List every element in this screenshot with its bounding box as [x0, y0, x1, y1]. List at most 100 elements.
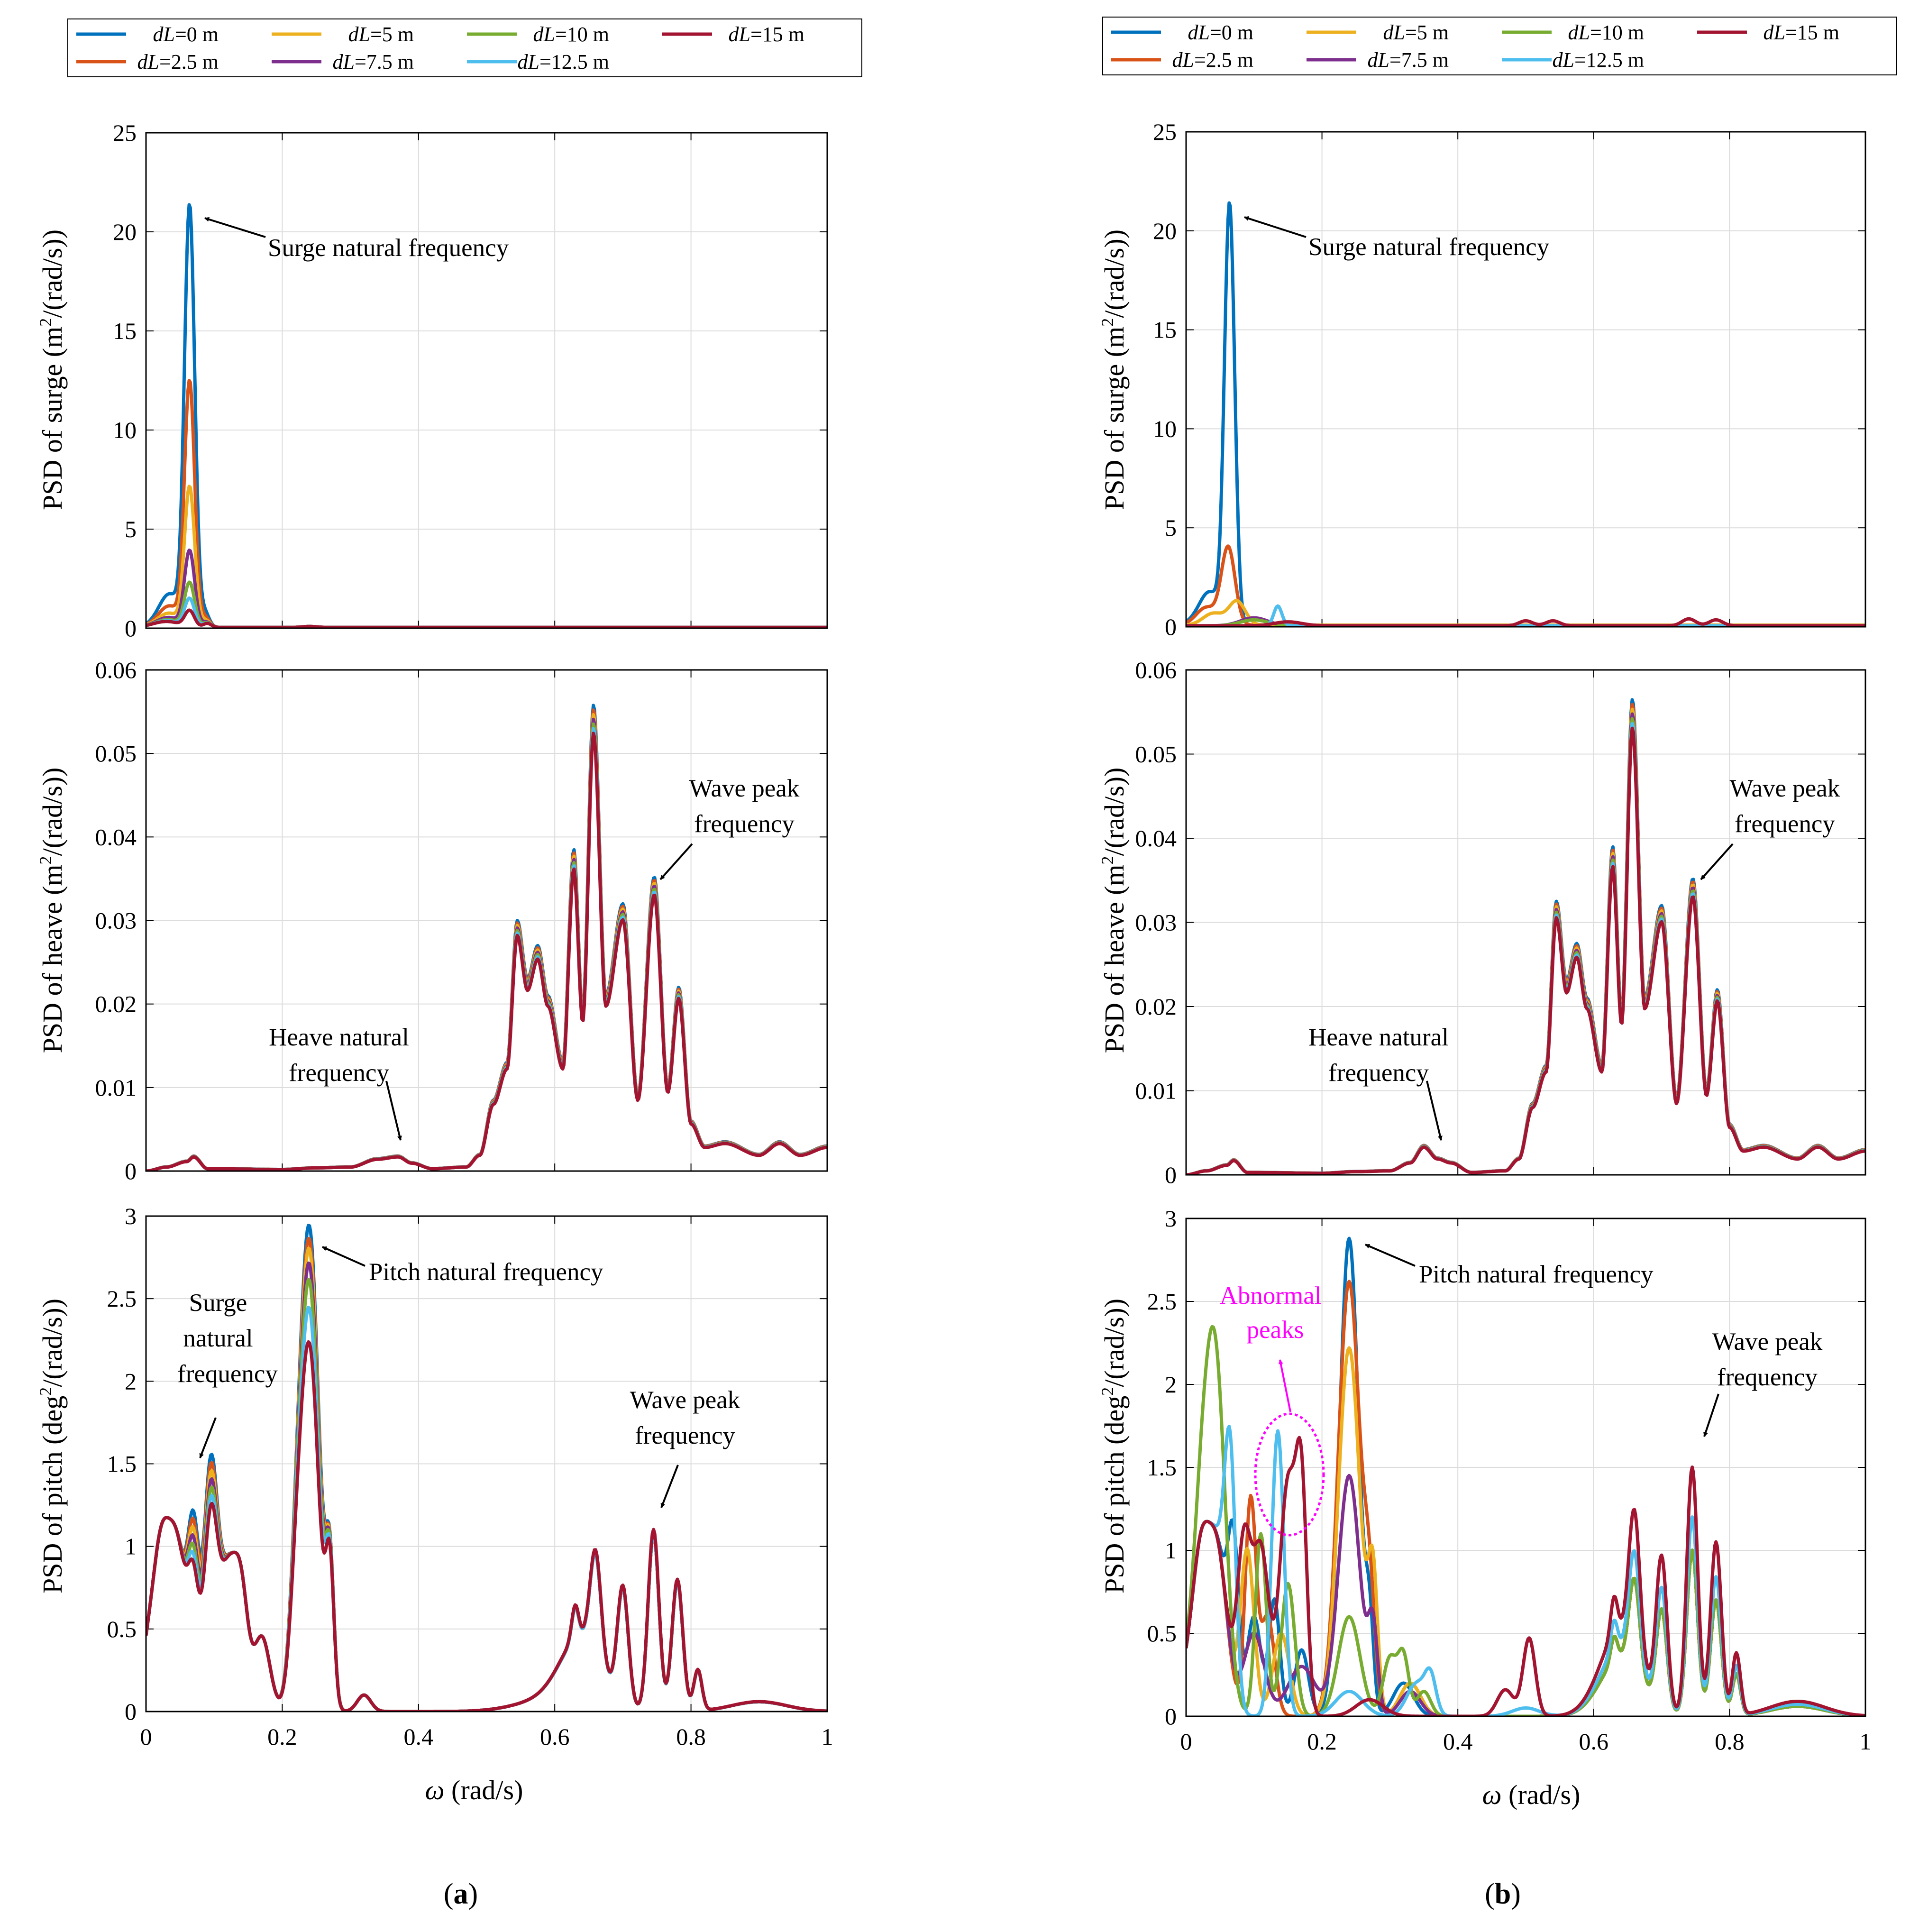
y-tick-label: 0 — [1165, 613, 1177, 640]
y-tick-label: 0.5 — [107, 1616, 137, 1642]
annotation-label: frequency — [177, 1360, 278, 1388]
annotation-label: Heave natural — [269, 1024, 409, 1051]
annotation-label: Surge — [189, 1289, 247, 1317]
annotation-label: Abnormal — [1220, 1282, 1322, 1309]
y-tick-label: 0 — [125, 615, 137, 641]
annotation-label: frequency — [1328, 1059, 1429, 1087]
legend-panel-b: dL=0 m dL=5 m dL=10 m dL=15 m dL=2.5 m dL=7.5… — [1102, 17, 1897, 75]
annotation-arrow — [660, 1465, 679, 1508]
y-tick-label: 0.04 — [1135, 825, 1177, 852]
y-tick-label: 0.05 — [95, 740, 137, 767]
series-line — [146, 608, 827, 628]
annotation-arrow — [659, 843, 693, 880]
y-tick-label: 2 — [125, 1368, 137, 1394]
annotation-label: Wave peak — [630, 1386, 740, 1414]
legend-box — [1102, 17, 1897, 75]
legend-label: dL=5 m — [348, 23, 414, 46]
y-tick-label: 0.02 — [1135, 993, 1177, 1020]
y-tick-label: 20 — [1153, 218, 1177, 244]
ylabel-b-heave: PSD of heave (m2/(rad/s)) — [1098, 768, 1130, 1053]
legend-label: dL=10 m — [533, 23, 609, 46]
series-group — [146, 704, 827, 1171]
y-tick-label: 0.04 — [95, 824, 137, 850]
legend-label: dL=2.5 m — [137, 50, 219, 73]
y-tick-label: 10 — [1153, 415, 1177, 442]
chart-b-pitch: 0 0.2 0.4 0.6 0.8 1 0 0.5 1 1.5 2 2.5 3 — [1147, 1205, 1872, 1755]
series-line — [146, 1340, 827, 1712]
series-group — [146, 1224, 827, 1712]
annotation-arrow — [1426, 1080, 1443, 1141]
annotation-arrow — [199, 1417, 217, 1458]
annotation-label: frequency — [694, 810, 795, 838]
chart-b-heave: 0 0.01 0.02 0.03 0.04 0.05 0.06 — [1135, 657, 1866, 1188]
legend-label: dL=10 m — [1568, 21, 1644, 44]
annotation-label: Surge natural frequency — [1308, 233, 1550, 261]
y-tick-label: 15 — [1153, 317, 1177, 343]
annotations-a-pitch: Pitch natural frequency Surge natural fr… — [177, 1246, 740, 1508]
x-tick-label: 1 — [1860, 1728, 1872, 1755]
series-group — [146, 203, 827, 628]
x-tick-label: 0.6 — [1579, 1728, 1609, 1755]
y-tick-label: 0.03 — [1135, 909, 1177, 936]
x-tick-label: 0.8 — [676, 1723, 706, 1750]
axes-frame — [1185, 1218, 1866, 1717]
y-tick-label: 0.03 — [95, 907, 137, 934]
x-tick-label: 0.2 — [267, 1723, 297, 1750]
legend-label: dL=12.5 m — [517, 50, 609, 73]
axes-frame — [145, 132, 828, 629]
series-group — [1186, 698, 1865, 1175]
legend-panel-a: dL=0 m dL=5 m dL=10 m dL=15 m dL=2.5 m dL=7.5… — [67, 18, 862, 77]
legend-label: dL=7.5 m — [332, 50, 414, 73]
annotation-label: frequency — [289, 1059, 389, 1087]
chart-a-heave: 0 0.01 0.02 0.03 0.04 0.05 0.06 — [95, 657, 828, 1184]
ylabel-b-pitch: PSD of pitch (deg2/(rad/s)) — [1098, 1299, 1130, 1593]
annotation-label: Pitch natural frequency — [369, 1258, 603, 1286]
annotation-arrow — [322, 1246, 366, 1267]
y-tick-label: 1.5 — [1147, 1454, 1177, 1481]
annotation-label: peaks — [1247, 1316, 1304, 1344]
series-line — [146, 732, 827, 1171]
caption-a: (a) — [444, 1878, 478, 1910]
legend-label: dL=0 m — [153, 23, 219, 46]
y-tick-label: 10 — [113, 417, 137, 443]
y-tick-label: 0.01 — [95, 1074, 137, 1101]
x-tick-label: 0.8 — [1715, 1728, 1745, 1755]
y-tick-label: 0.5 — [1147, 1620, 1177, 1647]
axes-frame — [1185, 669, 1866, 1176]
y-tick-label: 5 — [1165, 514, 1177, 541]
axes-frame — [145, 1215, 828, 1712]
series-line — [1186, 1436, 1865, 1716]
y-tick-label: 0 — [125, 1698, 137, 1725]
y-tick-label: 0 — [1165, 1162, 1177, 1188]
legend-label: dL=12.5 m — [1552, 48, 1644, 72]
series-line — [1186, 617, 1865, 627]
y-tick-label: 5 — [125, 516, 137, 542]
xlabel-b: ω (rad/s) — [1482, 1779, 1581, 1810]
legend-label: dL=0 m — [1188, 21, 1253, 44]
series-line — [1186, 726, 1865, 1175]
annotation-arrow — [1278, 1359, 1291, 1412]
annotation-label: frequency — [635, 1422, 735, 1449]
plot-area — [146, 133, 827, 628]
legend-label: dL=15 m — [1763, 21, 1839, 44]
ylabel-a-surge: PSD of surge (m2/(rad/s)) — [36, 229, 68, 510]
x-tick-label: 0 — [1180, 1728, 1192, 1755]
y-tick-label: 1.5 — [107, 1451, 137, 1477]
annotations-b-surge: Surge natural frequency — [1244, 216, 1550, 261]
annotations-a-heave: Heave natural frequency Wave peak freque… — [269, 775, 800, 1141]
x-tick-label: 0.2 — [1307, 1728, 1337, 1755]
abnormal-peaks-ellipse — [1254, 1412, 1325, 1537]
y-tick-label: 25 — [1153, 119, 1177, 145]
legend-label: dL=2.5 m — [1172, 48, 1253, 72]
plot-area — [1186, 132, 1865, 627]
y-tick-label: 0.02 — [95, 991, 137, 1017]
annotation-arrow — [385, 1080, 402, 1141]
annotation-label: natural — [183, 1325, 253, 1352]
axes-frame — [145, 669, 828, 1172]
annotations-b-heave: Heave natural frequency Wave peak freque… — [1308, 775, 1840, 1141]
y-tick-label: 0.01 — [1135, 1078, 1177, 1104]
y-tick-label: 1 — [125, 1533, 137, 1560]
ylabel-a-heave: PSD of heave (m2/(rad/s)) — [36, 768, 68, 1053]
annotation-label: Wave peak — [1712, 1328, 1823, 1355]
